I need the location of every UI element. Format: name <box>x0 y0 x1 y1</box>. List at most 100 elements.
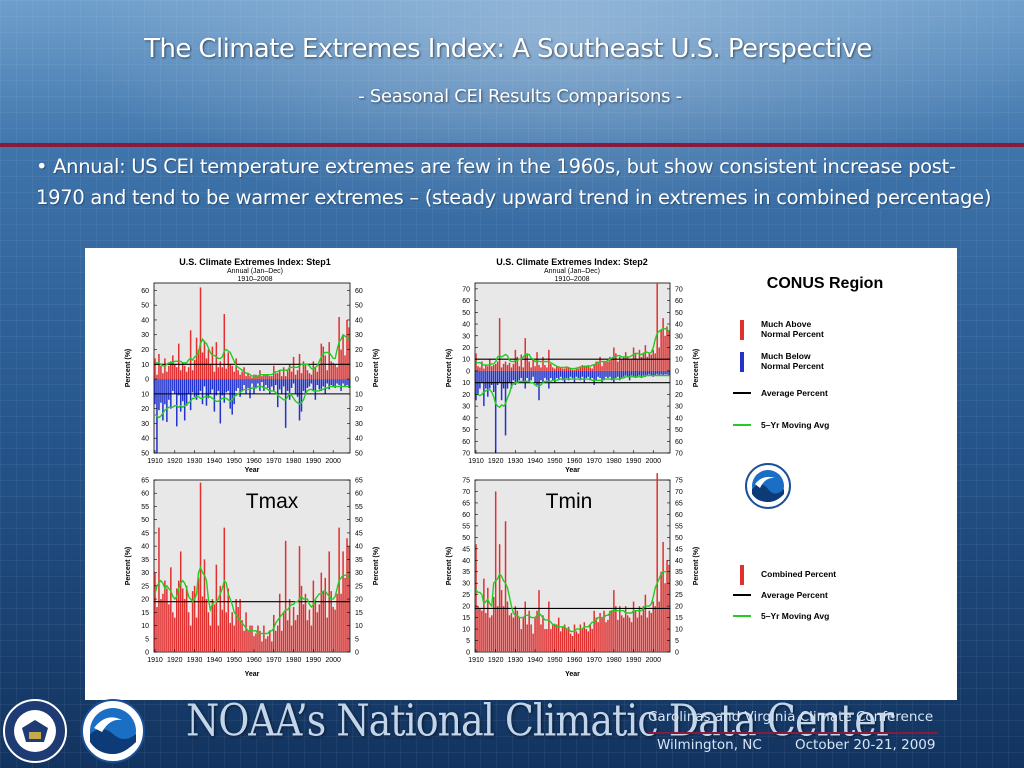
bar <box>522 367 525 371</box>
bar <box>583 366 586 371</box>
bar <box>201 379 204 405</box>
bar <box>601 617 603 652</box>
bar <box>573 369 576 371</box>
bar <box>300 379 303 412</box>
bar <box>249 625 251 652</box>
bar <box>233 625 235 652</box>
bar <box>227 352 229 380</box>
bar <box>267 379 269 388</box>
bar <box>514 606 517 652</box>
bar <box>557 617 560 652</box>
y-tick-label: 30 <box>462 581 470 588</box>
bar <box>300 585 303 652</box>
y-tick-label: 20 <box>141 347 149 354</box>
bar <box>648 610 651 652</box>
bar <box>506 370 509 389</box>
bar <box>195 617 198 652</box>
y-tick-label: 20 <box>462 345 470 352</box>
bar <box>162 373 164 380</box>
bar <box>581 629 584 652</box>
bar <box>322 591 325 652</box>
moving-avg-line <box>155 333 350 377</box>
bar <box>475 353 477 371</box>
bar <box>534 370 536 383</box>
bar <box>253 636 255 652</box>
bar <box>209 625 212 652</box>
bar <box>168 365 170 380</box>
bar <box>546 370 548 381</box>
y-tick-label: 35 <box>675 569 683 576</box>
y-tick-label: 0 <box>355 377 359 384</box>
y-tick-label: 15 <box>462 615 470 622</box>
bar <box>490 366 493 371</box>
bar <box>617 370 619 377</box>
bar <box>546 629 548 652</box>
bar <box>526 624 528 652</box>
bar <box>338 317 340 380</box>
x-tick-label: 1950 <box>226 458 242 465</box>
bar <box>332 607 334 652</box>
bar <box>237 607 239 652</box>
bar <box>158 379 160 411</box>
bar <box>168 379 170 400</box>
bar <box>512 363 515 371</box>
bar <box>201 596 204 652</box>
bar <box>306 620 309 652</box>
y-tick-label: 50 <box>675 427 683 434</box>
bar <box>595 370 597 381</box>
bar <box>595 617 597 652</box>
bar <box>243 630 245 652</box>
bar <box>492 370 495 393</box>
chart-subtitle: 1910–2008 <box>237 276 272 283</box>
bar <box>326 617 328 652</box>
bar <box>312 580 315 652</box>
bar <box>306 379 309 388</box>
bar <box>542 356 544 371</box>
bar <box>288 379 291 400</box>
bar <box>569 370 572 377</box>
bar <box>261 379 263 383</box>
y-tick-label: 40 <box>675 415 683 422</box>
bar <box>530 370 532 381</box>
bar <box>483 578 485 652</box>
y-tick-label: 50 <box>355 303 363 310</box>
bar <box>565 629 568 652</box>
y-tick-label: 60 <box>675 512 683 519</box>
x-tick-label: 1930 <box>508 657 524 664</box>
conference-location: Wilmington, NC <box>657 737 762 753</box>
y-tick-label: 0 <box>466 650 470 657</box>
bar <box>548 601 550 652</box>
chart-label-tmin: Tmin <box>546 490 593 513</box>
bar <box>593 363 595 371</box>
y-tick-label: 5 <box>675 638 679 645</box>
bar <box>565 370 568 378</box>
bar <box>185 379 188 406</box>
bar <box>648 353 651 371</box>
y-tick-label: 35 <box>462 569 470 576</box>
x-tick-label: 2000 <box>325 458 341 465</box>
y-tick-label: 40 <box>141 436 149 443</box>
x-axis-label: Year <box>565 467 580 474</box>
y-tick-label: 25 <box>141 583 149 590</box>
bar <box>591 368 593 371</box>
moving-avg-line <box>476 327 670 370</box>
bar <box>481 370 483 383</box>
bar <box>273 614 275 652</box>
bar <box>292 379 295 384</box>
bar <box>164 358 166 380</box>
bar <box>269 376 271 380</box>
bar <box>485 370 487 389</box>
x-tick-label: 2000 <box>325 657 341 664</box>
bar <box>257 625 259 652</box>
bar <box>203 340 206 380</box>
bar <box>223 314 226 380</box>
bar <box>221 379 224 396</box>
bar <box>245 379 247 394</box>
bar <box>620 615 623 652</box>
bar <box>166 588 168 652</box>
bar <box>160 365 162 380</box>
bar <box>512 617 515 652</box>
bar <box>646 356 649 371</box>
chart-panel-2: 70 70 60 60 50 50 40 40 30 30 20 20 10 10 0 0 10 10 20 20 30… <box>446 257 700 474</box>
